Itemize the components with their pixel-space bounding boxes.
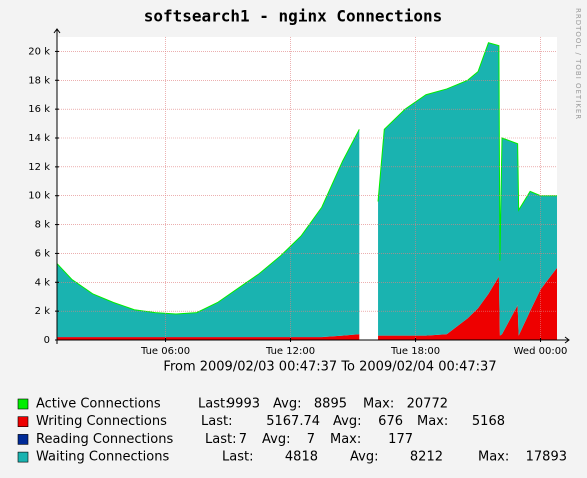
legend-key: Max: [478, 450, 509, 465]
legend-key: Max: [417, 414, 448, 429]
x-axis-label: From 2009/02/03 00:47:37 To 2009/02/04 0… [163, 360, 496, 375]
y-tick-label: 20 k [28, 46, 50, 57]
legend-label: Reading Connections [36, 432, 173, 447]
x-tick-label: Tue 12:00 [265, 346, 315, 357]
axis [57, 336, 570, 344]
legend-key: Last: [198, 397, 229, 412]
legend-swatch [17, 434, 29, 445]
y-tick-label: 6 k [35, 248, 51, 259]
legend-key: Max: [330, 432, 361, 447]
chart-title: softsearch1 - nginx Connections [144, 7, 443, 26]
legend-key: Last: [201, 414, 232, 429]
area [378, 267, 557, 340]
legend-key: Last: [205, 432, 236, 447]
y-tick-label: 12 k [28, 162, 50, 173]
legend-label: Writing Connections [36, 414, 167, 429]
legend-value: 7 [307, 432, 315, 447]
y-tick-label: 16 k [28, 104, 50, 115]
legend-key: Avg: [350, 450, 378, 465]
legend-value: 8895 [314, 397, 347, 412]
legend-value: 9993 [227, 397, 260, 412]
legend-label: Active Connections [36, 397, 161, 412]
legend-key: Avg: [333, 414, 361, 429]
y-tick-label: 18 k [28, 75, 50, 86]
legend-swatch [17, 416, 29, 428]
y-tick-label: 14 k [28, 133, 50, 144]
y-tick-label: 2 k [35, 306, 51, 317]
axis [53, 28, 61, 344]
legend-label: Waiting Connections [36, 450, 169, 465]
area [378, 42, 557, 336]
x-tick-label: Tue 06:00 [140, 346, 190, 357]
y-tick-label: 8 k [35, 220, 51, 231]
legend-swatch [17, 451, 29, 463]
legend-value: 676 [378, 414, 403, 429]
y-tick-label: 0 [44, 335, 50, 346]
legend-value: 8212 [410, 450, 443, 465]
legend-value: 17893 [526, 450, 567, 465]
legend-value: 177 [388, 432, 413, 447]
watermark: RRDTOOL / TOBI OETIKER [574, 8, 582, 120]
legend-key: Avg: [273, 397, 301, 412]
legend-swatch [17, 398, 29, 410]
legend-key: Max: [363, 397, 394, 412]
legend-value: 5167.74 [266, 414, 320, 429]
y-tick-label: 10 k [28, 191, 50, 202]
legend-value: 5168 [472, 414, 505, 429]
line [56, 129, 360, 315]
x-tick-label: Wed 00:00 [514, 346, 568, 357]
y-tick-label: 4 k [35, 277, 51, 288]
x-tick-label: Tue 18:00 [390, 346, 440, 357]
legend-value: 4818 [285, 450, 318, 465]
area [57, 129, 360, 338]
legend-value: 20772 [407, 397, 448, 412]
legend-key: Last: [222, 450, 253, 465]
legend-value: 7 [239, 432, 247, 447]
legend-key: Avg: [262, 432, 290, 447]
